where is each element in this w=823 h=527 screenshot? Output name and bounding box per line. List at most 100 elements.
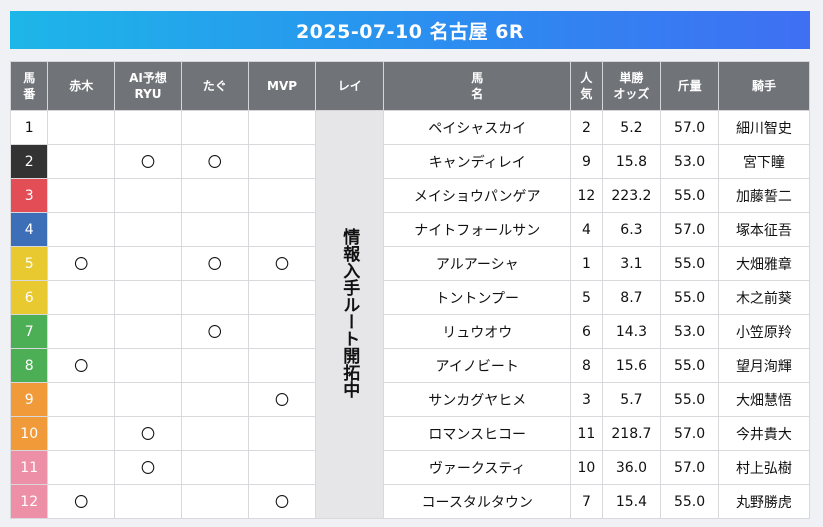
header-tagu: たぐ: [180, 61, 249, 111]
jockey: 望月洵輝: [717, 348, 811, 383]
mark-akagi: [47, 382, 116, 417]
header-umaban: 馬番: [9, 61, 49, 111]
mark-tagu: [180, 348, 249, 383]
header-rei: レイ: [315, 61, 385, 111]
jockey: 木之前葵: [717, 280, 811, 315]
mark-akagi: 〇: [47, 246, 116, 281]
mark-mvp: 〇: [247, 246, 317, 281]
popularity: 8: [570, 348, 603, 383]
win-odds: 218.7: [601, 416, 662, 451]
win-odds: 5.7: [601, 382, 662, 417]
weight: 57.0: [660, 212, 719, 247]
mark-akagi: 〇: [47, 484, 116, 519]
win-odds: 223.2: [601, 178, 662, 213]
weight: 57.0: [660, 110, 719, 145]
mark-ai: 〇: [114, 416, 182, 451]
horse-number: 6: [9, 280, 49, 315]
mark-akagi: [47, 144, 116, 179]
jockey: 小笠原羚: [717, 314, 811, 349]
mark-tagu: [180, 450, 249, 485]
table-row: 8 〇アイノビート 8 15.6 55.0 望月洵輝: [9, 348, 811, 383]
win-odds: 6.3: [601, 212, 662, 247]
jockey: 大畑慧悟: [717, 382, 811, 417]
header-ai: AI予想 RYU: [114, 61, 182, 111]
race-title: 2025-07-10 名古屋 6R: [295, 20, 525, 43]
weight: 55.0: [660, 178, 719, 213]
weight: 53.0: [660, 314, 719, 349]
mark-akagi: [47, 450, 116, 485]
rei-note-cell: 情報入手ルート開拓中: [315, 110, 385, 519]
table-row: 5 〇〇〇アルアーシャ 1 3.1 55.0 大畑雅章: [9, 246, 811, 281]
horse-number: 1: [9, 110, 49, 145]
mark-tagu: 〇: [180, 144, 249, 179]
header-odds: 単勝 オッズ: [601, 61, 662, 111]
table-row: 10 〇 ロマンスヒコー 11 218.7 57.0 今井貴大: [9, 416, 811, 451]
popularity: 9: [570, 144, 603, 179]
mark-mvp: [247, 212, 317, 247]
weight: 57.0: [660, 450, 719, 485]
horse-name: メイショウパンゲア: [383, 178, 572, 213]
jockey: 丸野勝虎: [717, 484, 811, 519]
jockey: 加藤誓二: [717, 178, 811, 213]
table-row: 4 ナイトフォールサン 4 6.3 57.0 塚本征吾: [9, 212, 811, 247]
popularity: 10: [570, 450, 603, 485]
horse-name: ペイシャスカイ: [383, 110, 572, 145]
win-odds: 15.6: [601, 348, 662, 383]
mark-akagi: 〇: [47, 348, 116, 383]
table-row: 6 トントンプー 5 8.7 55.0 木之前葵: [9, 280, 811, 315]
table-header-row: 馬番 赤木 AI予想 RYU たぐ MVP レイ 馬名 人気 単勝 オッズ 斤量 騎…: [9, 61, 811, 111]
mark-tagu: [180, 416, 249, 451]
mark-mvp: [247, 144, 317, 179]
mark-akagi: [47, 280, 116, 315]
popularity: 2: [570, 110, 603, 145]
mark-akagi: [47, 212, 116, 247]
horse-name: サンカグヤヒメ: [383, 382, 572, 417]
header-mvp: MVP: [247, 61, 317, 111]
win-odds: 5.2: [601, 110, 662, 145]
horse-name: ナイトフォールサン: [383, 212, 572, 247]
race-title-banner: 2025-07-10 名古屋 6R: [10, 11, 810, 49]
horse-name: アルアーシャ: [383, 246, 572, 281]
mark-tagu: [180, 212, 249, 247]
jockey: 今井貴大: [717, 416, 811, 451]
mark-tagu: [180, 178, 249, 213]
mark-ai: [114, 484, 182, 519]
horse-number: 7: [9, 314, 49, 349]
weight: 55.0: [660, 348, 719, 383]
table-row: 9 〇 サンカグヤヒメ 3 5.7 55.0 大畑慧悟: [9, 382, 811, 417]
horse-name: コースタルタウン: [383, 484, 572, 519]
jockey: 宮下瞳: [717, 144, 811, 179]
weight: 55.0: [660, 382, 719, 417]
mark-ai: [114, 246, 182, 281]
table-row: 11 〇 ヴァークスティ 10 36.0 57.0 村上弘樹: [9, 450, 811, 485]
popularity: 11: [570, 416, 603, 451]
rei-note: 情報入手ルート開拓中: [339, 227, 360, 398]
header-jockey: 騎手: [717, 61, 811, 111]
mark-ai: [114, 382, 182, 417]
horse-number: 10: [9, 416, 49, 451]
jockey: 細川智史: [717, 110, 811, 145]
horse-name: アイノビート: [383, 348, 572, 383]
table-row: 12 〇〇コースタルタウン 7 15.4 55.0 丸野勝虎: [9, 484, 811, 519]
mark-ai: 〇: [114, 450, 182, 485]
race-table-body: 1 情報入手ルート開拓中 ペイシャスカイ 2 5.2 57.0 細川智史 2 〇〇キャンディレイ…: [9, 110, 811, 519]
horse-number: 4: [9, 212, 49, 247]
horse-number: 3: [9, 178, 49, 213]
mark-tagu: 〇: [180, 246, 249, 281]
mark-ai: [114, 110, 182, 145]
horse-number: 11: [9, 450, 49, 485]
mark-mvp: [247, 450, 317, 485]
horse-number: 5: [9, 246, 49, 281]
win-odds: 36.0: [601, 450, 662, 485]
mark-akagi: [47, 416, 116, 451]
header-kinryo: 斤量: [660, 61, 719, 111]
mark-tagu: 〇: [180, 314, 249, 349]
jockey: 村上弘樹: [717, 450, 811, 485]
mark-mvp: [247, 314, 317, 349]
horse-number: 8: [9, 348, 49, 383]
table-row: 1 情報入手ルート開拓中 ペイシャスカイ 2 5.2 57.0 細川智史: [9, 110, 811, 519]
popularity: 7: [570, 484, 603, 519]
jockey: 大畑雅章: [717, 246, 811, 281]
table-row: 3 メイショウパンゲア 12 223.2 55.0 加藤誓二: [9, 178, 811, 213]
